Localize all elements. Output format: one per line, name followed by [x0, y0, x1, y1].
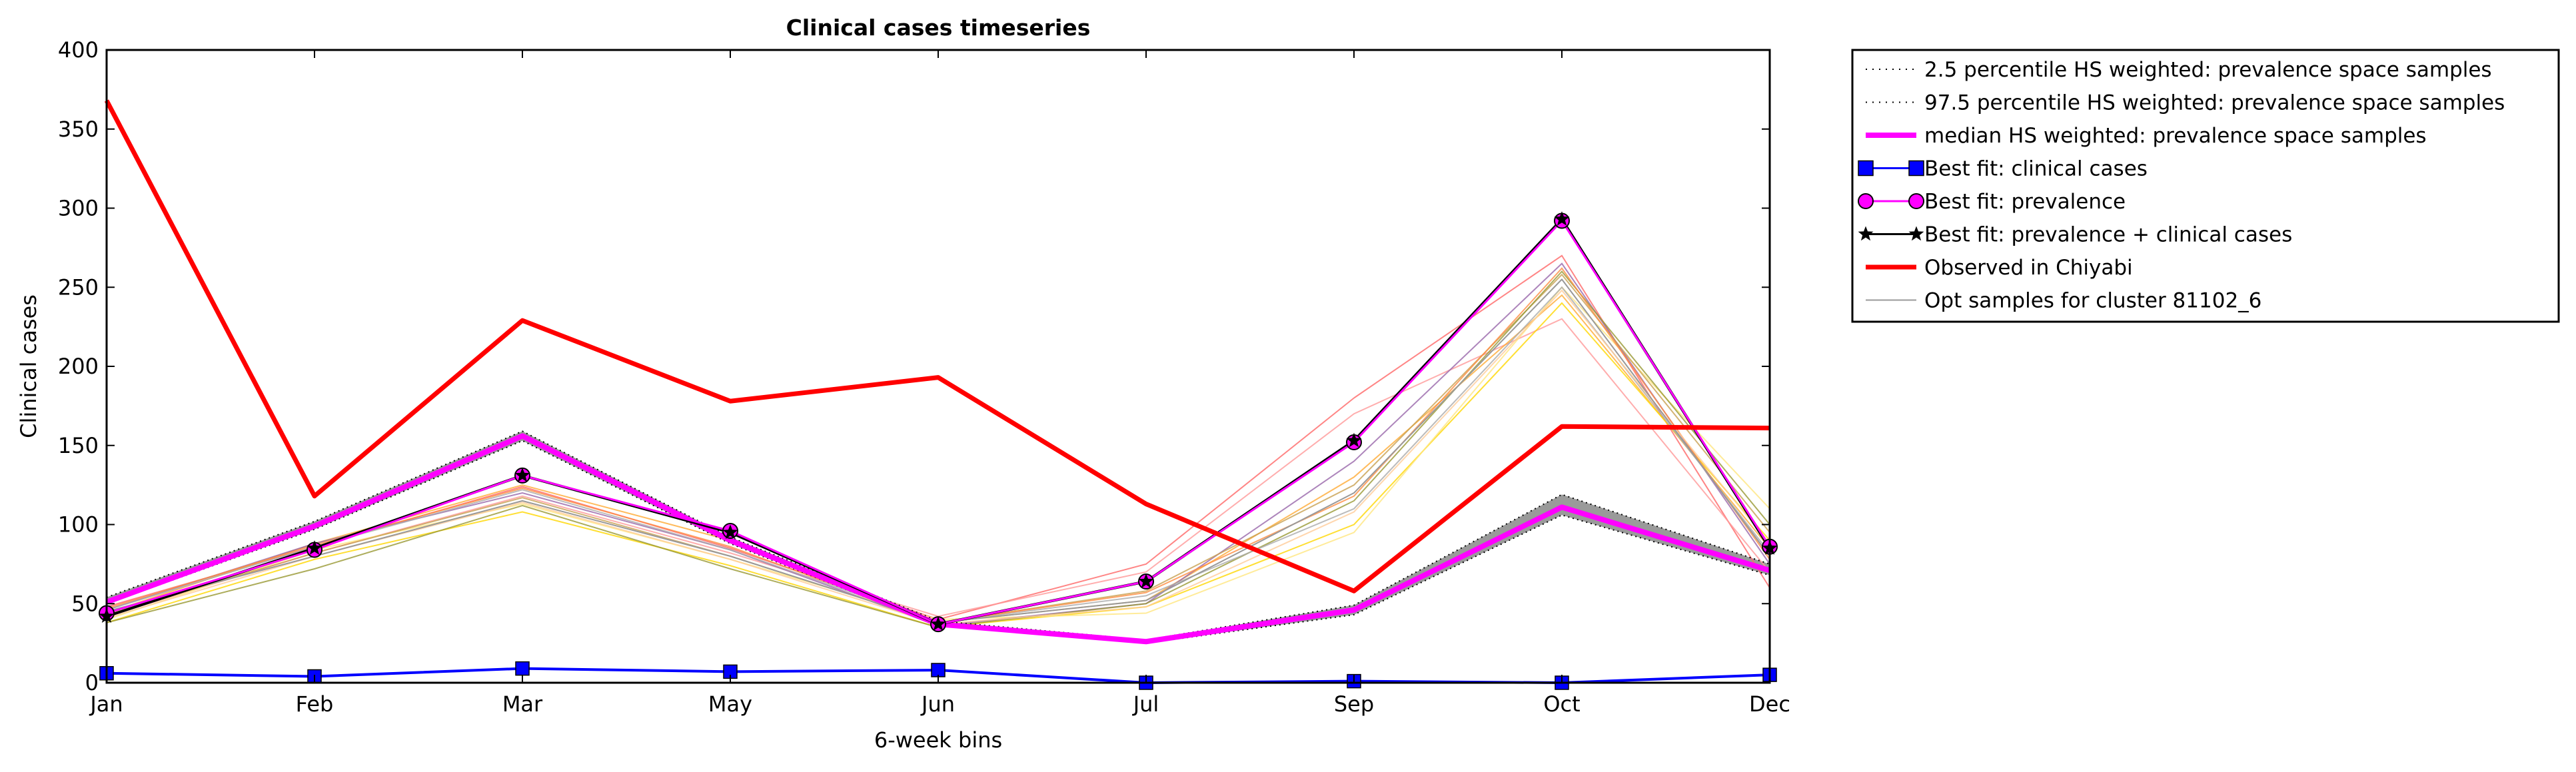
chart-title: Clinical cases timeseries	[786, 15, 1091, 41]
legend-marker	[1908, 160, 1924, 177]
legend-marker	[1858, 226, 1874, 241]
y-tick-label: 0	[85, 670, 99, 695]
x-tick-label: Mar	[502, 691, 543, 717]
legend-label: 2.5 percentile HS weighted: prevalence s…	[1924, 58, 2492, 82]
clinical-marker	[515, 661, 530, 676]
y-tick-label: 50	[71, 591, 99, 616]
star-marker	[514, 467, 530, 482]
legend-marker	[1908, 193, 1924, 209]
legend-marker	[1908, 226, 1924, 241]
x-tick-label: Sep	[1334, 691, 1374, 717]
y-axis-label: Clinical cases	[16, 294, 41, 438]
x-tick-label: Jan	[89, 691, 123, 717]
y-tick-label: 350	[58, 117, 99, 142]
legend-label: Best fit: prevalence + clinical cases	[1924, 223, 2292, 247]
legend-label: Observed in Chiyabi	[1924, 256, 2133, 280]
legend-marker	[1858, 160, 1874, 177]
y-tick-label: 250	[58, 274, 99, 300]
star-marker	[1138, 574, 1154, 588]
series-line	[106, 440, 1770, 644]
star-marker	[930, 616, 946, 631]
legend-label: 97.5 percentile HS weighted: prevalence …	[1924, 91, 2505, 115]
y-tick-label: 400	[58, 37, 99, 63]
x-tick-label: May	[708, 691, 752, 717]
legend-label: Opt samples for cluster 81102_6	[1924, 289, 2261, 313]
star-marker	[1346, 432, 1362, 448]
x-tick-label: Feb	[296, 691, 334, 717]
x-tick-label: Jul	[1132, 691, 1159, 717]
legend-label: median HS weighted: prevalence space sam…	[1924, 124, 2427, 148]
star-marker	[722, 524, 738, 540]
x-axis-label: 6-week bins	[874, 727, 1002, 753]
y-tick-label: 300	[58, 196, 99, 221]
x-tick-label: Oct	[1543, 691, 1580, 717]
y-tick-label: 200	[58, 354, 99, 379]
y-tick-label: 150	[58, 433, 99, 458]
x-tick-label: Dec	[1749, 691, 1790, 717]
y-tick-label: 100	[58, 512, 99, 538]
x-tick-label: Jun	[920, 691, 955, 717]
legend-label: Best fit: clinical cases	[1924, 157, 2148, 181]
legend-frame	[1851, 49, 2560, 323]
series-line	[104, 99, 1770, 593]
star-marker	[307, 540, 322, 555]
legend-label: Best fit: prevalence	[1924, 190, 2126, 214]
legend-marker	[1858, 193, 1874, 209]
star-marker	[1554, 211, 1570, 226]
legend: 2.5 percentile HS weighted: prevalence s…	[1851, 49, 2560, 323]
